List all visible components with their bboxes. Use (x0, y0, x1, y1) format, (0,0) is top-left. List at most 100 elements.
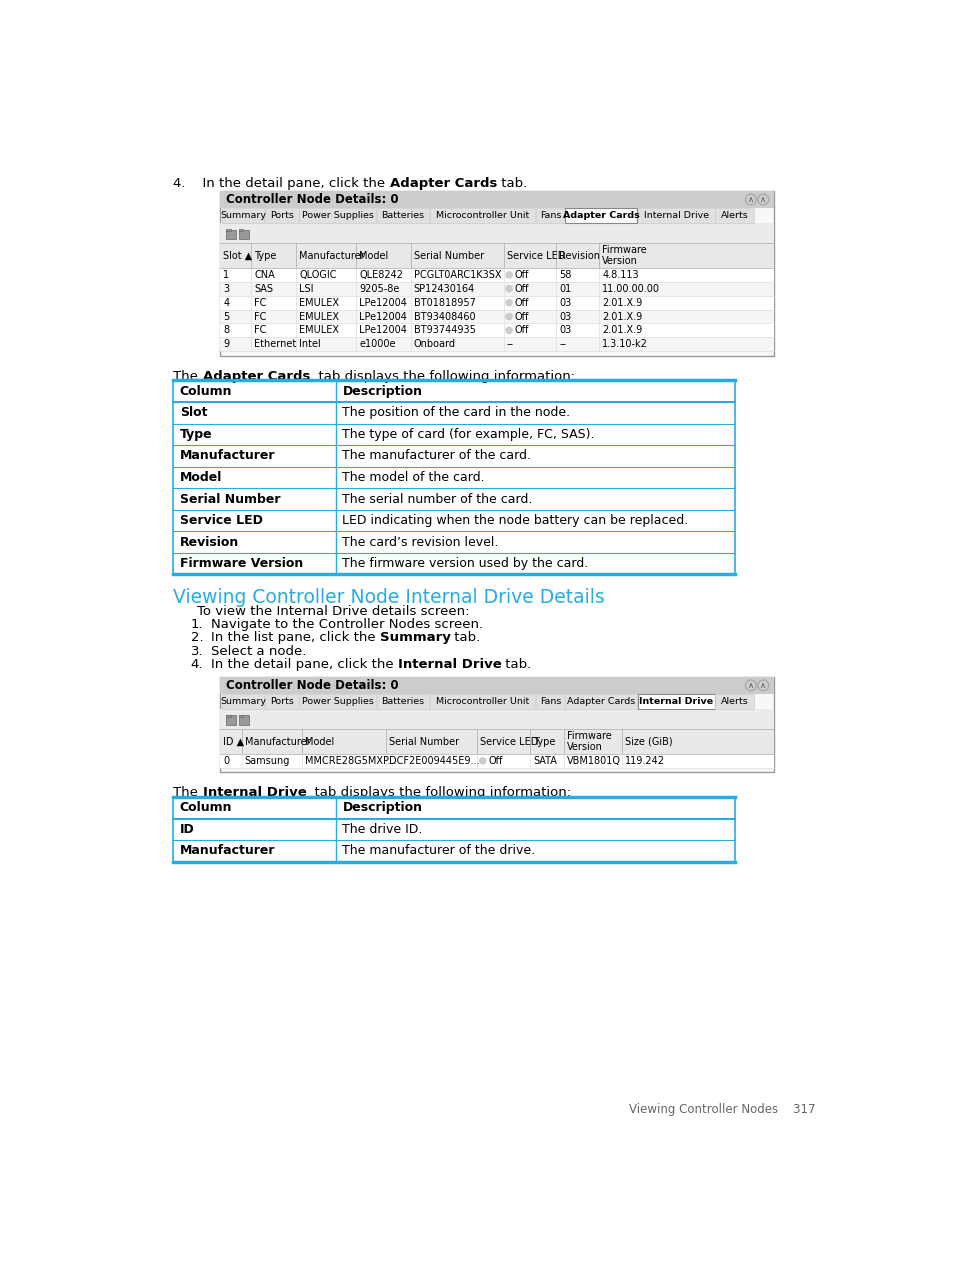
Bar (220, 224, 773, 243)
Text: QLOGIC: QLOGIC (298, 269, 336, 280)
Text: tab.: tab. (497, 177, 527, 191)
Text: FC: FC (253, 325, 266, 336)
Bar (173, 797, 734, 862)
Text: ∧: ∧ (760, 194, 765, 203)
Text: Off: Off (488, 756, 502, 766)
Text: Controller Node Details: 0: Controller Node Details: 0 (226, 193, 398, 206)
Bar (376, 694, 429, 709)
Circle shape (479, 758, 485, 764)
Bar (715, 208, 753, 224)
Bar (715, 694, 753, 709)
Text: 9205-8e: 9205-8e (359, 283, 399, 294)
Text: Summary: Summary (220, 211, 266, 220)
Text: ∧: ∧ (747, 681, 753, 690)
Text: EMULEX: EMULEX (298, 325, 338, 336)
Bar (220, 677, 773, 773)
Bar (173, 380, 734, 574)
Text: The: The (173, 370, 202, 383)
Bar (220, 268, 773, 282)
Bar (430, 208, 535, 224)
Text: Firmware
Version: Firmware Version (601, 245, 646, 267)
Text: The type of card (for example, FC, SAS).: The type of card (for example, FC, SAS). (342, 428, 595, 441)
Text: Alerts: Alerts (720, 211, 747, 220)
Text: ∧: ∧ (760, 681, 765, 690)
Text: CNA: CNA (253, 269, 274, 280)
Text: Revision: Revision (179, 535, 238, 549)
Text: LED indicating when the node battery can be replaced.: LED indicating when the node battery can… (342, 513, 688, 527)
Text: 4.8.113: 4.8.113 (601, 269, 638, 280)
Bar (536, 694, 564, 709)
Bar (220, 337, 773, 351)
Circle shape (505, 328, 512, 333)
Text: tab displays the following information:: tab displays the following information: (310, 370, 575, 383)
Bar (220, 730, 773, 754)
Text: Alerts: Alerts (720, 697, 747, 705)
Text: EMULEX: EMULEX (298, 311, 338, 322)
Text: Viewing Controller Node Internal Drive Details: Viewing Controller Node Internal Drive D… (173, 588, 604, 608)
Text: SP12430164: SP12430164 (414, 283, 475, 294)
Text: Internal Drive: Internal Drive (202, 787, 306, 799)
Text: Batteries: Batteries (381, 697, 424, 705)
Text: Adapter Cards: Adapter Cards (567, 697, 635, 705)
Text: Slot: Slot (179, 407, 207, 419)
Text: Service LED: Service LED (480, 737, 538, 746)
Text: Fans: Fans (539, 211, 560, 220)
Text: Samsung: Samsung (245, 756, 290, 766)
Text: The manufacturer of the drive.: The manufacturer of the drive. (342, 844, 535, 858)
Text: Slot ▲: Slot ▲ (223, 250, 253, 261)
Text: Firmware
Version: Firmware Version (567, 731, 611, 752)
Text: Ports: Ports (270, 697, 294, 705)
Text: Column: Column (179, 801, 232, 815)
Circle shape (505, 286, 512, 292)
Bar (238, 229, 243, 231)
Text: BT93408460: BT93408460 (414, 311, 475, 322)
Text: Navigate to the Controller Nodes screen.: Navigate to the Controller Nodes screen. (211, 619, 482, 632)
Text: ID: ID (179, 822, 194, 836)
Text: 03: 03 (558, 325, 571, 336)
Bar (221, 694, 264, 709)
Text: Off: Off (514, 283, 528, 294)
Text: Microcontroller Unit: Microcontroller Unit (436, 211, 529, 220)
Text: --: -- (506, 339, 514, 350)
Text: Batteries: Batteries (381, 211, 424, 220)
Text: Off: Off (514, 269, 528, 280)
Bar (265, 208, 298, 224)
Text: Service LED: Service LED (179, 513, 262, 527)
Text: The card’s revision level.: The card’s revision level. (342, 535, 498, 549)
Bar (226, 714, 231, 717)
Bar (238, 716, 249, 724)
Text: Off: Off (514, 311, 528, 322)
Bar (565, 208, 637, 224)
Text: The drive ID.: The drive ID. (342, 822, 422, 836)
Text: --: -- (558, 339, 566, 350)
Text: 11.00.00.00: 11.00.00.00 (601, 283, 659, 294)
Text: 2.01.X.9: 2.01.X.9 (601, 311, 641, 322)
Text: Service LED: Service LED (506, 250, 564, 261)
Text: 03: 03 (558, 311, 571, 322)
Text: Adapter Cards: Adapter Cards (202, 370, 310, 383)
Text: Controller Node Details: 0: Controller Node Details: 0 (226, 679, 398, 691)
Text: SAS: SAS (253, 283, 273, 294)
Text: Power Supplies: Power Supplies (301, 211, 374, 220)
Bar (376, 208, 429, 224)
Text: Model: Model (179, 472, 222, 484)
Text: The: The (173, 787, 202, 799)
Bar (220, 282, 773, 296)
Text: 119.242: 119.242 (624, 756, 664, 766)
Text: MMCRE28G5MXP...: MMCRE28G5MXP... (305, 756, 396, 766)
Bar (430, 694, 535, 709)
Bar (226, 716, 236, 724)
Bar (220, 310, 773, 323)
Text: 1.: 1. (191, 619, 203, 632)
Text: 58: 58 (558, 269, 571, 280)
Text: Size (GiB): Size (GiB) (624, 737, 672, 746)
Text: The firmware version used by the card.: The firmware version used by the card. (342, 557, 588, 571)
Text: Manufacturer: Manufacturer (298, 250, 364, 261)
Bar (226, 229, 231, 231)
Text: Microcontroller Unit: Microcontroller Unit (436, 697, 529, 705)
Text: LPe12004: LPe12004 (359, 325, 407, 336)
Bar (299, 694, 375, 709)
Text: Model: Model (359, 250, 388, 261)
Circle shape (505, 314, 512, 319)
Text: Manufacturer: Manufacturer (179, 450, 274, 463)
